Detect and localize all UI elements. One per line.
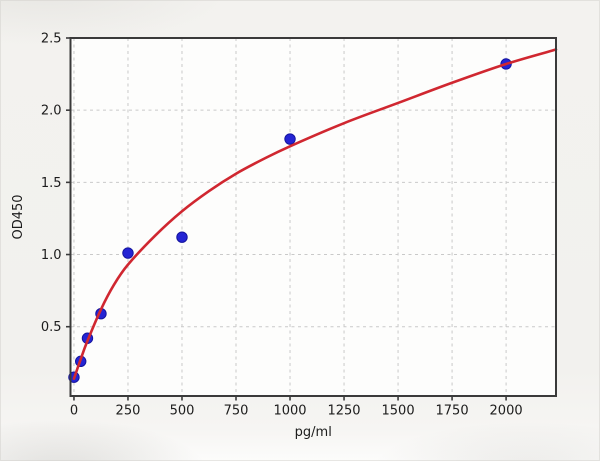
- x-tick-label: 1500: [382, 404, 415, 419]
- y-tick-label: 2.0: [41, 104, 62, 119]
- y-tick-label: 2.5: [41, 32, 62, 47]
- x-tick-label: 500: [170, 404, 195, 419]
- x-tick-label: 250: [116, 404, 141, 419]
- y-tick-label: 0.5: [41, 320, 62, 335]
- x-tick-label: 1250: [327, 404, 360, 419]
- x-tick-label: 2000: [490, 404, 523, 419]
- fitted-curve: [72, 48, 558, 380]
- x-tick-label: 0: [70, 404, 78, 419]
- plot-area: [70, 38, 556, 396]
- grid-layer: [70, 37, 556, 396]
- y-tick-label: 1.0: [41, 248, 62, 263]
- x-tick-label: 750: [224, 404, 249, 419]
- data-point: [176, 231, 188, 243]
- tick-layer: 0 250 500 750 1000 1250 1500 1750 2000 0.5 1.0 1.5 2…: [41, 32, 523, 419]
- y-tick-label: 1.5: [41, 176, 62, 191]
- plot-frame: [69, 37, 557, 397]
- x-tick-label: 1750: [436, 404, 469, 419]
- data-point: [284, 133, 296, 145]
- data-layer: [68, 48, 558, 383]
- data-point: [122, 247, 134, 259]
- y-axis-label: OD450: [11, 194, 26, 239]
- x-tick-label: 1000: [273, 404, 306, 419]
- x-axis-label: pg/ml: [295, 425, 332, 440]
